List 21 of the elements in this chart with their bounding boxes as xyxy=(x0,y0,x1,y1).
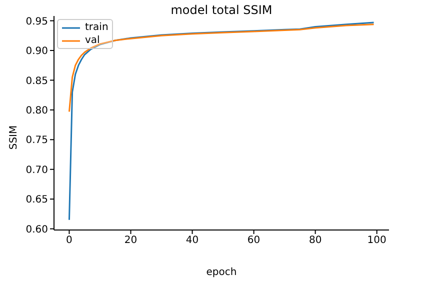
y-tick-label: 0.65 xyxy=(26,194,48,206)
x-tick-label: 20 xyxy=(124,235,138,246)
y-tick-label: 0.70 xyxy=(26,164,48,176)
x-tick-label: 40 xyxy=(186,235,199,246)
y-axis-title: SSIM xyxy=(8,125,20,150)
y-tick-label: 0.60 xyxy=(26,224,48,236)
y-tick-label: 0.80 xyxy=(26,105,48,116)
y-tick-label: 0.95 xyxy=(26,16,48,28)
x-tick-label: 100 xyxy=(367,235,386,246)
line-series xyxy=(68,24,375,112)
x-tick-label: 60 xyxy=(247,235,260,246)
chart-title: model total SSIM xyxy=(170,3,274,17)
y-tick-label: 0.85 xyxy=(26,76,48,87)
legend-label: val xyxy=(85,34,100,47)
x-axis-title: epoch xyxy=(205,267,238,278)
y-tick-label: 0.75 xyxy=(26,135,48,146)
legend-label: train xyxy=(85,21,108,34)
line-series xyxy=(68,22,375,221)
y-tick-label: 0.90 xyxy=(26,46,48,58)
x-tick-label: 80 xyxy=(308,235,322,246)
x-tick-label: 0 xyxy=(66,235,72,246)
